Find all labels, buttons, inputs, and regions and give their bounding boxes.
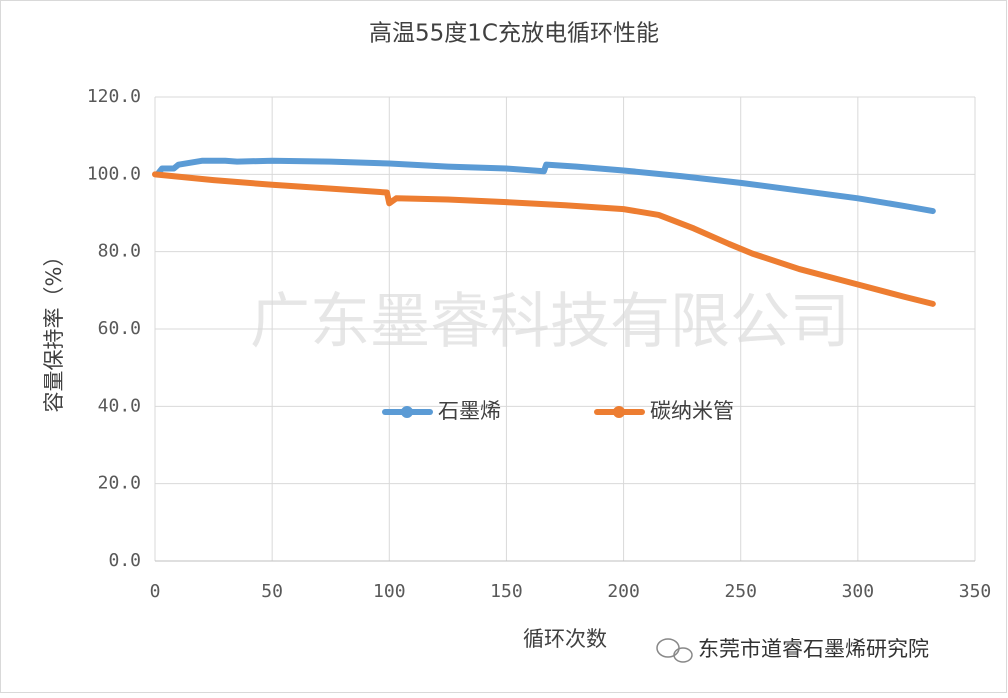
watermark: 广东墨睿科技有限公司 <box>250 289 850 355</box>
legend-label: 碳纳米管 <box>650 399 734 423</box>
x-tick-label: 0 <box>150 581 161 602</box>
series-line <box>152 171 936 307</box>
x-tick-label: 100 <box>373 581 406 602</box>
y-tick-label: 40.0 <box>98 395 141 416</box>
x-tick-label: 300 <box>842 581 875 602</box>
y-tick-label: 120.0 <box>87 86 141 107</box>
source: 东莞市道睿石墨烯研究院 <box>698 637 929 661</box>
x-axis-label: 循环次数 <box>523 627 607 651</box>
y-tick-label: 100.0 <box>87 163 141 184</box>
x-tick-label: 150 <box>490 581 523 602</box>
legend-marker <box>401 406 413 418</box>
y-tick-label: 20.0 <box>98 473 141 494</box>
series-line <box>154 157 936 215</box>
y-axis-label: 容量保持率（%） <box>42 246 66 413</box>
legend-marker <box>613 406 625 418</box>
y-tick-label: 60.0 <box>98 318 141 339</box>
y-tick-label: 0.0 <box>108 550 141 571</box>
source-icon <box>656 638 693 663</box>
x-tick-label: 50 <box>261 581 283 602</box>
x-tick-label: 200 <box>607 581 640 602</box>
legend-label: 石墨烯 <box>438 399 501 423</box>
x-tick-label: 250 <box>724 581 757 602</box>
chart-title: 高温55度1C充放电循环性能 <box>369 21 659 47</box>
x-tick-label: 350 <box>959 581 992 602</box>
y-tick-label: 80.0 <box>98 241 141 262</box>
